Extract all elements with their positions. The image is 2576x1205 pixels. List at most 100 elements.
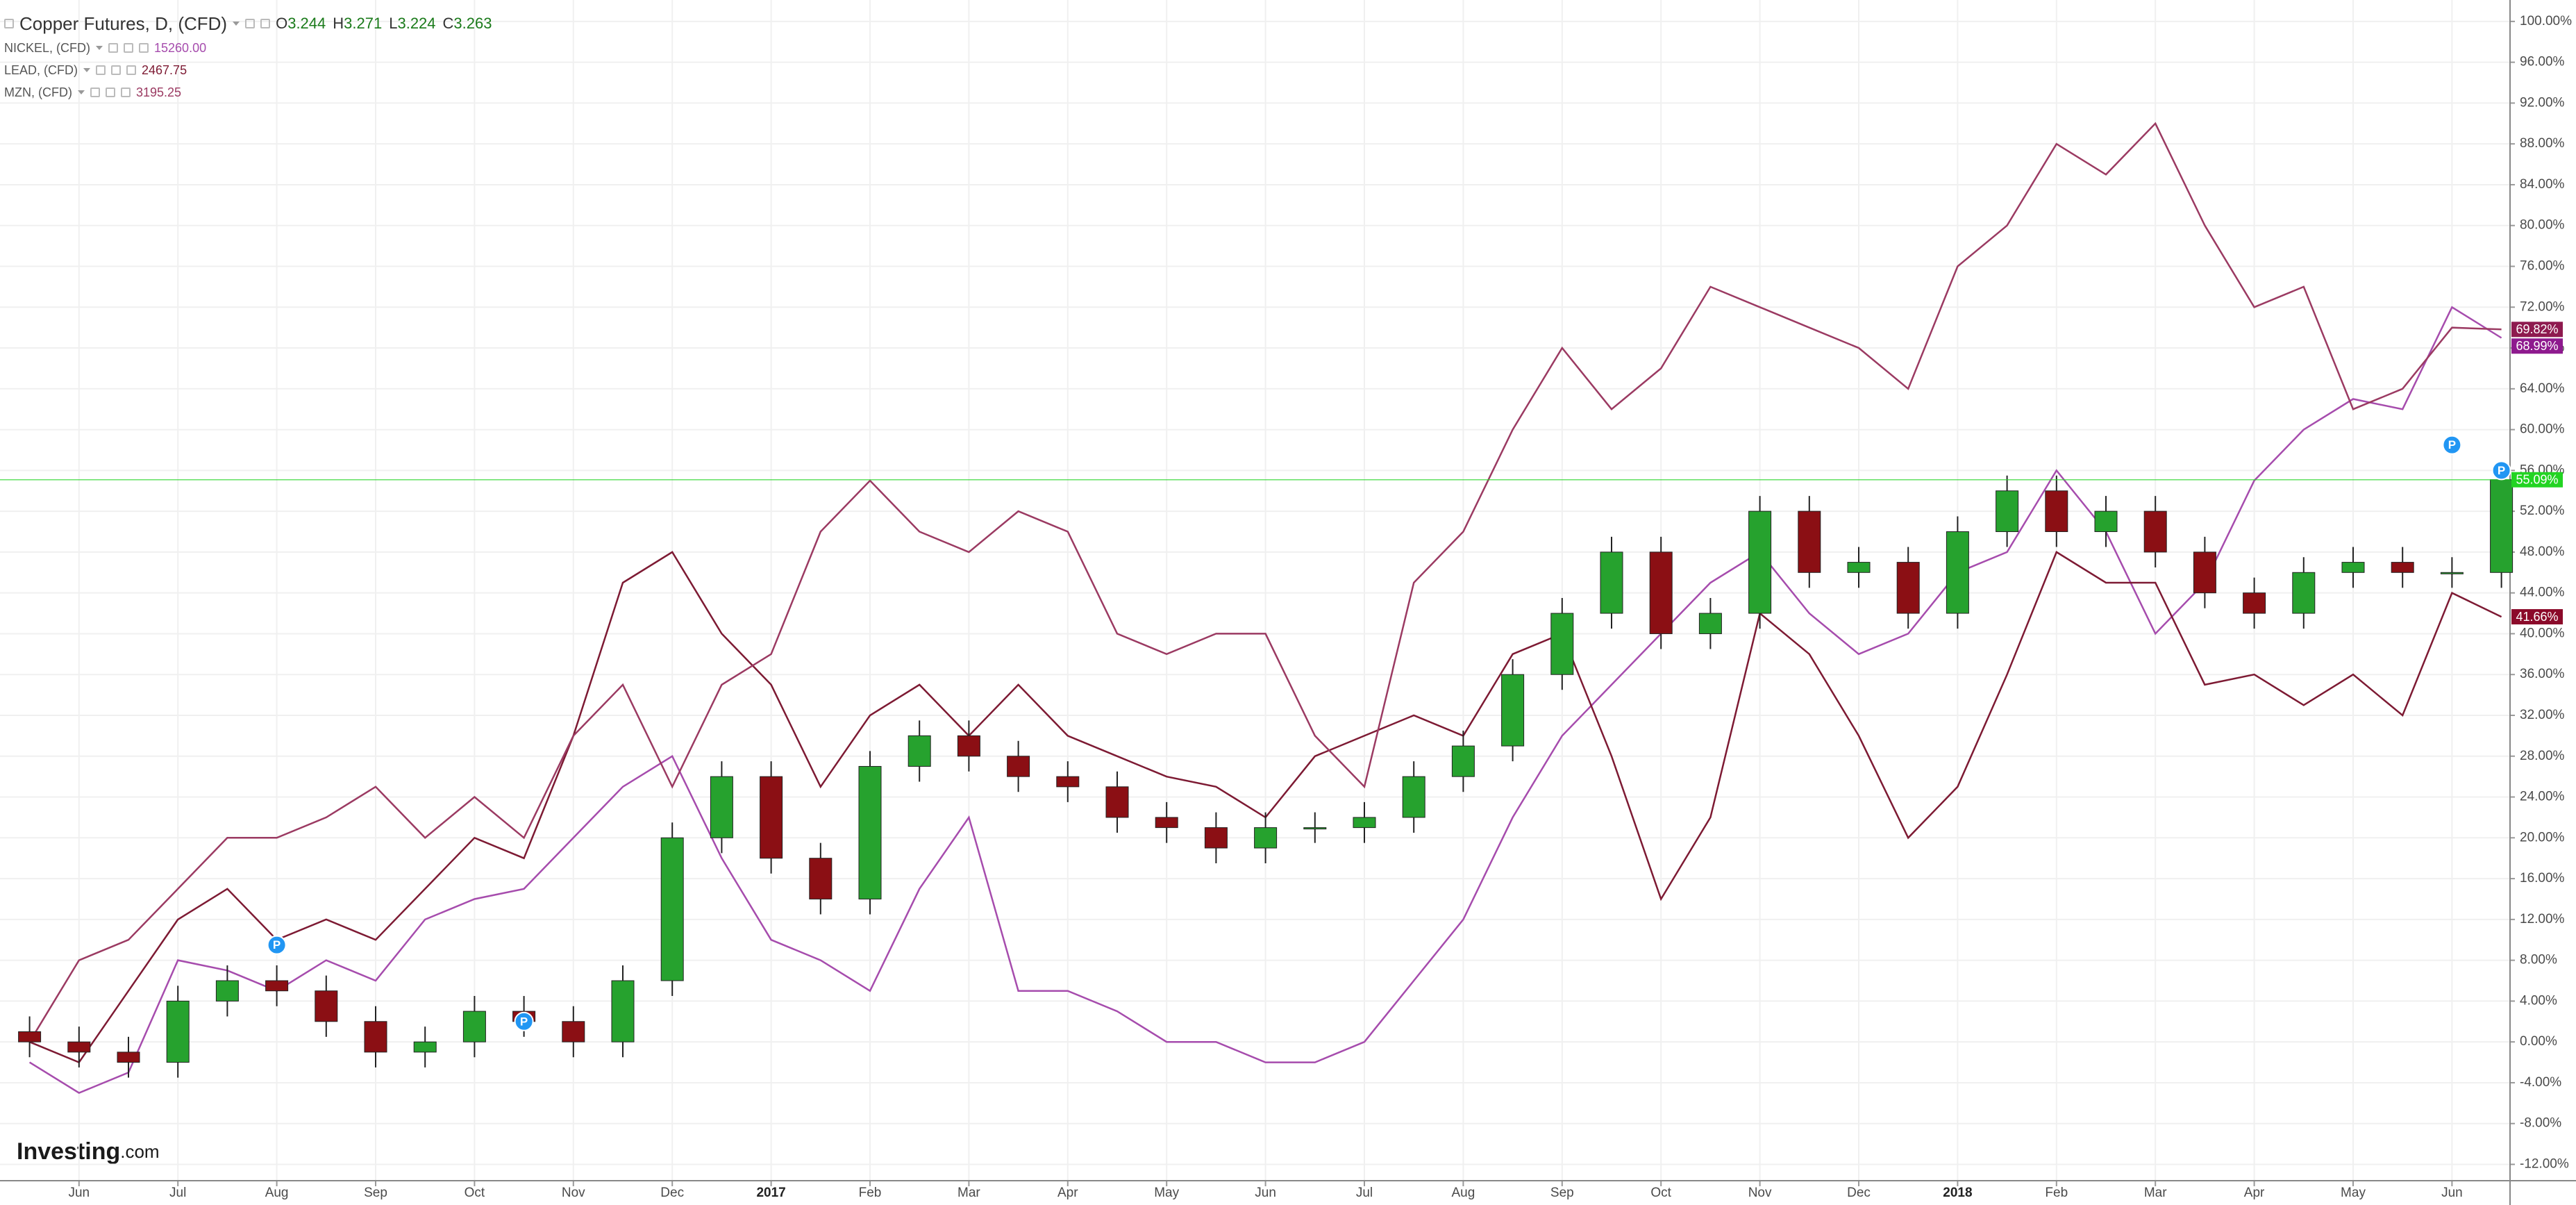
price-tag-label: 68.99% xyxy=(2516,339,2558,353)
annotation-marker xyxy=(267,935,287,955)
remove-icon[interactable] xyxy=(126,65,137,75)
hide-icon[interactable] xyxy=(105,88,115,97)
y-tick-label: 96.00% xyxy=(2520,55,2565,69)
readout-value: 3.224 xyxy=(397,15,436,32)
readout-label: O xyxy=(276,15,288,32)
dropdown[interactable] xyxy=(77,90,85,94)
annotation-marker xyxy=(2491,460,2511,481)
legend-row: MZN, (CFD) 3195.25 xyxy=(4,83,181,101)
y-tick-label: 40.00% xyxy=(2520,626,2565,640)
settings-icon[interactable] xyxy=(96,65,106,75)
candle-body xyxy=(908,735,931,767)
series-name: LEAD, (CFD) xyxy=(4,63,78,77)
candle-body xyxy=(2094,510,2118,533)
annotation-label: P xyxy=(2498,464,2505,477)
remove-icon[interactable] xyxy=(139,43,149,53)
x-tick-label: Oct xyxy=(465,1186,485,1200)
x-tick-label: Dec xyxy=(1847,1186,1871,1200)
x-tick-label: Apr xyxy=(1057,1186,1078,1200)
series-legend-value: 2467.75 xyxy=(142,63,187,77)
x-tick-label: Jun xyxy=(68,1186,90,1200)
candle-body xyxy=(611,980,635,1042)
candle-body xyxy=(1056,776,1080,788)
annotation-label: P xyxy=(2448,438,2456,451)
collapse-icon[interactable] xyxy=(4,19,14,28)
readout-value: 3.244 xyxy=(287,15,326,32)
chart-title: Copper Futures, D, (CFD) xyxy=(19,13,228,34)
y-tick-label: 60.00% xyxy=(2520,422,2565,437)
candle-body xyxy=(1896,562,1920,614)
candle-body xyxy=(2440,572,2464,574)
hide-icon[interactable] xyxy=(111,65,122,75)
candle-body xyxy=(1748,510,1772,614)
y-tick-label: 16.00% xyxy=(2520,871,2565,886)
readout-label: C xyxy=(442,15,454,32)
dropdown[interactable] xyxy=(96,46,103,50)
y-tick-label: -4.00% xyxy=(2520,1075,2561,1090)
candle-body xyxy=(1451,745,1475,777)
candle-body xyxy=(1698,613,1722,634)
y-tick-label: 8.00% xyxy=(2520,953,2557,967)
settings-icon[interactable] xyxy=(108,43,119,53)
x-tick-label: Jun xyxy=(1255,1186,1276,1200)
price-tag-label: 55.09% xyxy=(2516,472,2558,486)
x-tick-label: May xyxy=(1154,1186,1179,1200)
candle-body xyxy=(2391,562,2414,573)
y-tick-label: 44.00% xyxy=(2520,585,2565,600)
hide-icon[interactable] xyxy=(124,43,134,53)
x-tick-label: Dec xyxy=(660,1186,684,1200)
readout-value: 3.263 xyxy=(453,15,492,32)
readout: O 3.244 H 3.271 L 3.224 C 3.263 xyxy=(276,15,499,33)
x-tick-label: Mar xyxy=(957,1186,980,1200)
candle-body xyxy=(1847,562,1871,573)
x-tick-label: Nov xyxy=(1748,1186,1772,1200)
candle-body xyxy=(1996,490,2019,533)
annotation-marker xyxy=(514,1011,534,1031)
price-tag xyxy=(2511,609,2563,625)
annotation-marker xyxy=(2442,435,2462,455)
legend-row: NICKEL, (CFD) 15260.00 xyxy=(4,39,206,57)
candle-body xyxy=(18,1031,42,1042)
y-tick-label: 76.00% xyxy=(2520,259,2565,274)
candle-body xyxy=(265,980,289,992)
x-tick-label: Mar xyxy=(2144,1186,2167,1200)
candle-body xyxy=(1649,551,1673,634)
settings-icon[interactable] xyxy=(245,19,256,28)
candle-body xyxy=(166,1000,190,1063)
price-tag-label: 69.82% xyxy=(2516,322,2558,336)
y-tick-label: 36.00% xyxy=(2520,667,2565,681)
y-tick-label: 92.00% xyxy=(2520,95,2565,110)
line-series xyxy=(28,122,2502,1042)
candle-body xyxy=(1303,827,1327,830)
series-name: MZN, (CFD) xyxy=(4,85,72,99)
settings-icon[interactable] xyxy=(90,88,100,97)
series-name: NICKEL, (CFD) xyxy=(4,40,91,55)
y-tick-label: 100.00% xyxy=(2520,14,2572,28)
candle-body xyxy=(1254,827,1278,849)
candle-body xyxy=(2143,510,2167,553)
x-tick-label: Nov xyxy=(562,1186,585,1200)
series-legend-value: 15260.00 xyxy=(154,40,207,55)
dropdown[interactable] xyxy=(233,22,240,26)
candle-body xyxy=(1946,531,1969,614)
y-tick-label: 28.00% xyxy=(2520,749,2565,763)
x-tick-label: Feb xyxy=(2045,1186,2068,1200)
candle-body xyxy=(760,776,783,859)
candle-body xyxy=(2243,592,2266,614)
line-series xyxy=(28,306,2502,1094)
x-tick-label: Jun xyxy=(2441,1186,2463,1200)
x-tick-label: Jul xyxy=(169,1186,186,1200)
hide-icon[interactable] xyxy=(260,19,271,28)
candle-body xyxy=(660,837,684,981)
y-tick-label: 80.00% xyxy=(2520,218,2565,233)
dropdown[interactable] xyxy=(83,68,91,72)
candle-body xyxy=(858,765,882,899)
price-tag xyxy=(2511,472,2563,488)
main-legend: Copper Futures, D, (CFD) O 3.244 H 3.271 L 3.… xyxy=(4,13,499,35)
candle-body xyxy=(215,980,239,1002)
remove-icon[interactable] xyxy=(120,88,131,97)
readout-label: L xyxy=(389,15,398,32)
y-tick-label: 88.00% xyxy=(2520,136,2565,151)
